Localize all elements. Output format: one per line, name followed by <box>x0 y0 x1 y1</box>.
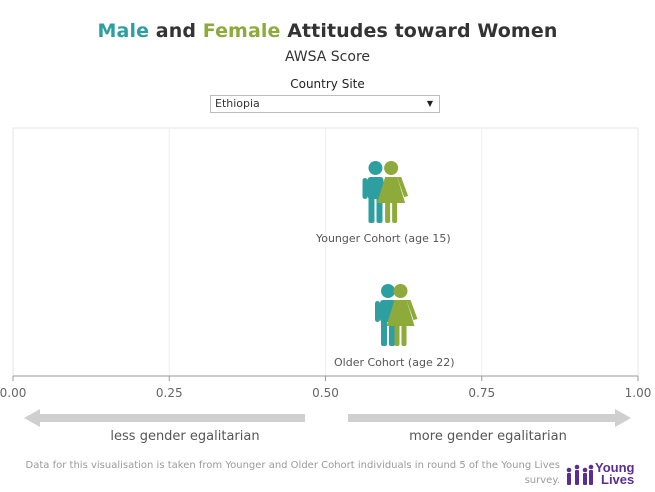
chart-subtitle: AWSA Score <box>284 49 371 65</box>
x-tick-label: 1.00 <box>625 386 652 400</box>
logo-line-2: Lives <box>601 472 635 487</box>
x-tick-label: 0.50 <box>312 386 339 400</box>
left-arrow-icon <box>24 409 40 427</box>
cohort-label: Younger Cohort (age 15) <box>315 232 451 245</box>
less-egalitarian-label: less gender egalitarian <box>110 429 259 444</box>
title-female: Female <box>202 20 281 42</box>
awsa-chart: 0.00 0.25 0.50 0.75 1.00 Younger Cohort (age … <box>0 127 652 444</box>
x-tick-label: 0.00 <box>0 386 26 400</box>
male-figure <box>362 161 384 223</box>
caret-down-icon: ▼ <box>426 99 433 108</box>
young-lives-logo: Young Lives <box>564 461 644 489</box>
logo-text: Young Lives <box>595 460 635 487</box>
country-site-label: Country Site <box>290 77 365 91</box>
title-rest: Attitudes toward Women <box>280 20 558 42</box>
title-male: Male <box>97 20 150 42</box>
female-figure <box>386 284 418 346</box>
x-tick-label: 0.75 <box>468 386 495 400</box>
title-and: and <box>149 20 203 42</box>
x-tick-label: 0.25 <box>156 386 183 400</box>
chart-title: Male and Female Attitudes toward Women <box>0 20 655 42</box>
right-arrow-icon <box>615 409 631 427</box>
people-icon <box>566 464 594 485</box>
country-site-selected: Ethiopia <box>215 97 260 110</box>
female-figure <box>377 161 409 223</box>
logo-line-1: Young <box>595 460 635 475</box>
data-source-note: Data for this visualisation is taken fro… <box>25 460 560 486</box>
more-egalitarian-label: more gender egalitarian <box>409 429 567 444</box>
cohort-label: Older Cohort (age 22) <box>334 356 455 369</box>
country-site-dropdown[interactable]: Ethiopia ▼ <box>210 95 440 113</box>
